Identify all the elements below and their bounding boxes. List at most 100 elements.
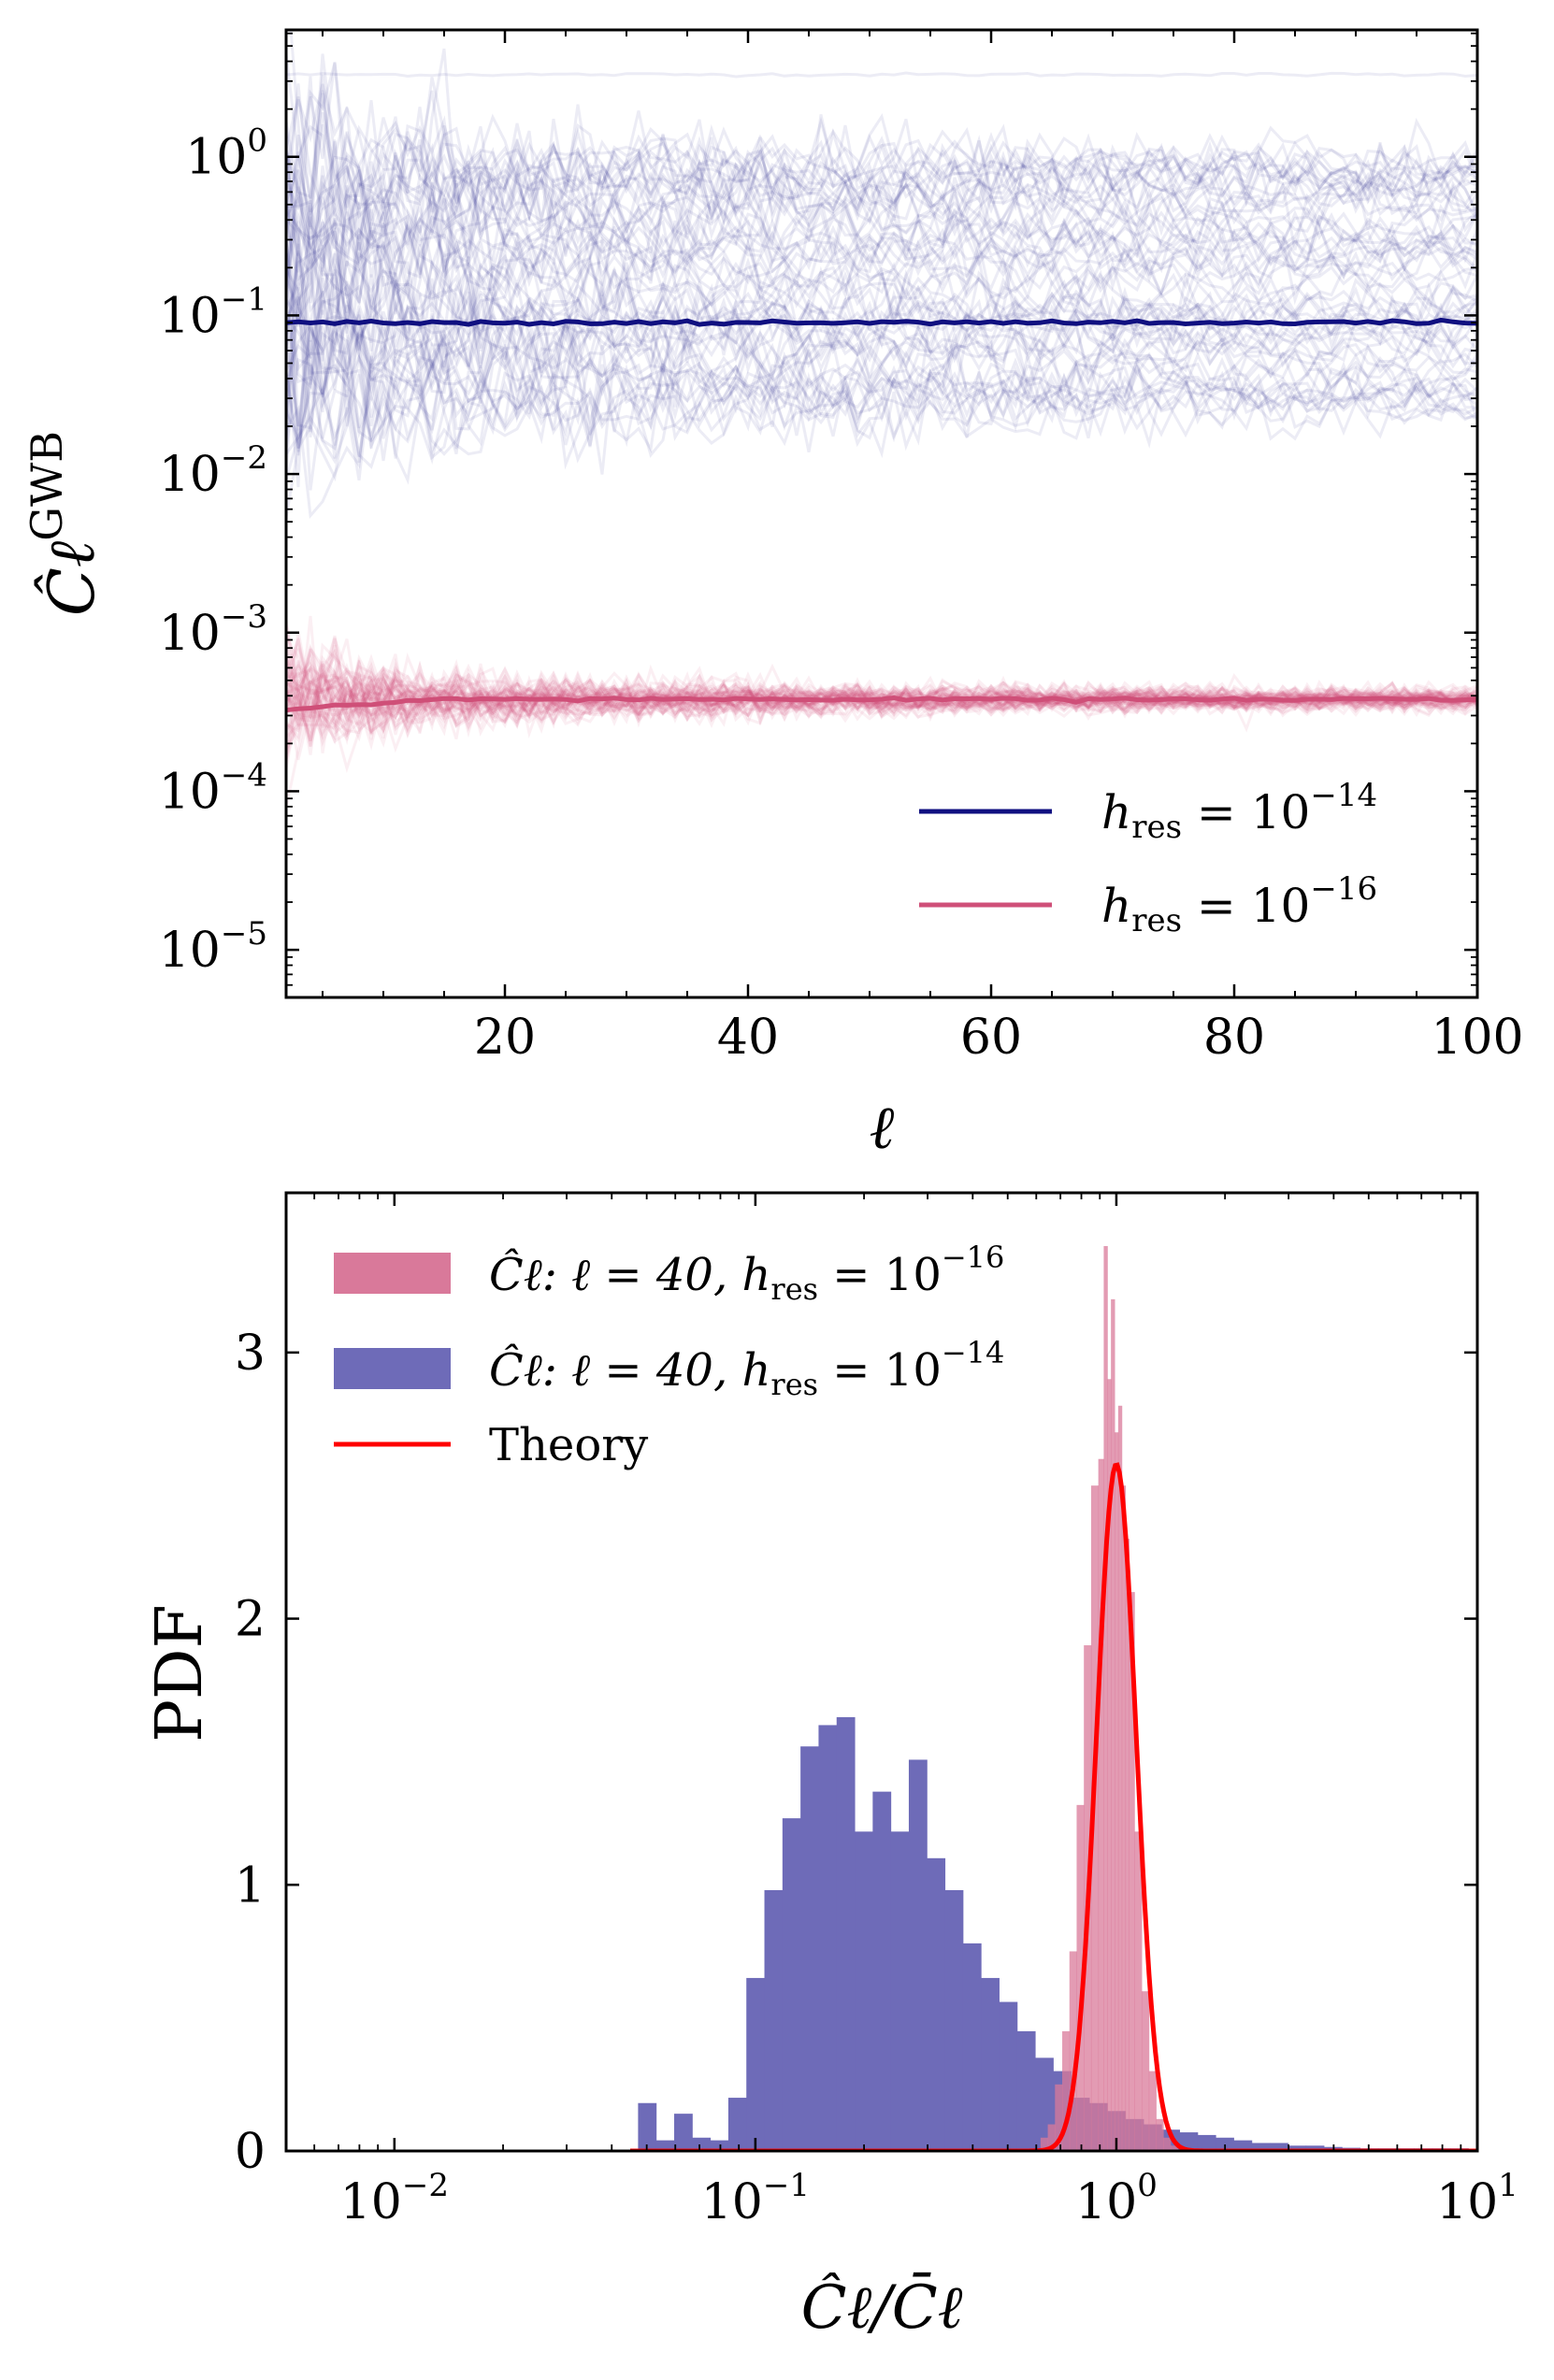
pink-histogram-bar [1115,1432,1119,2151]
theory-line [630,1462,1477,2151]
pink-realization [286,640,1477,723]
bottom-y-tick-label: 3 [235,1326,266,1382]
pink-histogram-bar [1047,2124,1056,2151]
blue-realization [286,296,1477,475]
blue-histogram-bar [872,1791,892,2151]
mean-lines [286,317,1477,713]
blue-histogram-bar [674,2114,693,2151]
pink-histogram-bar [1069,1951,1077,2151]
pink-realization [286,656,1477,730]
pink-histogram-bar [1040,2137,1049,2151]
pink-histogram-bar [1163,2137,1172,2151]
top-y-tick-label: 10−3 [159,598,267,662]
blue-realization [286,299,1477,450]
pink-realization-lines [286,615,1477,809]
blue-realization [286,96,1477,251]
blue-realization [286,182,1477,324]
bottom-x-tick-label: 101 [1436,2167,1518,2230]
pink-histogram-bar [1170,2145,1179,2151]
blue-realization [286,219,1477,366]
blue-realization [286,114,1477,241]
pink-realization [286,638,1477,742]
bottom-y-tick-label: 1 [235,1857,266,1914]
pink-realization [286,665,1477,722]
blue-realization [286,182,1477,284]
blue-realization [286,48,1477,269]
blue-histogram-bar [927,1857,946,2151]
pink-realization [286,635,1477,732]
pink-histogram-bar [1055,2084,1063,2151]
blue-histogram-bar [1179,2132,1199,2151]
blue-histogram-bar [655,2140,675,2151]
bottom-x-axis-label: Ĉℓ/C̄ℓ [801,2272,963,2343]
blue-histogram-bar [1233,2140,1253,2151]
pink-realization [286,637,1477,762]
pink-histogram-bar [1141,1991,1150,2151]
blue-realization [286,360,1477,453]
blue-realization [286,269,1477,380]
blue-histogram-bar [818,1725,838,2151]
blue-realization [286,206,1477,351]
blue-histogram-bar [962,1943,982,2151]
blue-histogram-bar [1305,2145,1325,2151]
top-x-tick-label: 40 [717,1010,779,1066]
blue-histogram-bars [638,1716,1469,2151]
bottom-panel: 10−2 10−1 100 101 0 1 2 3 Ĉℓ/C̄ℓ PDF Ĉℓ: ℓ = 4… [143,1191,1518,2343]
svg-text:ĈℓGWB: ĈℓGWB [22,431,109,616]
blue-histogram-bar [764,1889,784,2151]
top-x-tick-label: 100 [1431,1010,1523,1066]
mean-line-hres-16 [286,695,1477,713]
legend-label-hres-16: hres = 10−16 [1101,870,1377,939]
blue-realization [286,194,1477,336]
pink-realization [286,643,1477,741]
top-y-tick-label: 100 [185,122,267,186]
pink-realization [286,673,1477,753]
blue-realization [286,63,1477,256]
blue-histogram-bar [999,2001,1018,2151]
blue-realization [286,287,1477,491]
blue-histogram-bar [800,1746,819,2151]
blue-realization [286,151,1477,277]
blue-realization [286,200,1477,488]
top-plot-frame [284,28,1479,999]
blue-histogram-bar [855,1831,873,2151]
blue-realization [286,150,1477,309]
blue-histogram-bar [836,1716,856,2151]
blue-realization [286,111,1477,287]
blue-realization [286,291,1477,437]
blue-realization [286,173,1477,309]
blue-realization [286,320,1477,418]
blue-realization [286,291,1477,430]
pink-realization [286,670,1477,736]
blue-histogram-bar [692,2137,712,2151]
pink-realization [286,615,1477,754]
blue-realization [286,219,1477,339]
blue-realization [286,165,1477,323]
blue-realization [286,83,1477,215]
top-x-tick-label: 20 [474,1010,536,1066]
legend-swatch-pink [334,1253,451,1294]
top-y-tick-label: 10−2 [159,439,267,503]
blue-realization [286,334,1477,518]
blue-realization [286,330,1477,485]
top-x-tick-label: 60 [960,1010,1022,1066]
blue-realization-lines [286,30,1477,520]
blue-realization [286,62,1477,209]
pink-histogram-bars [1040,1245,1179,2151]
top-x-ticks: 20 40 60 80 100 [322,30,1524,1066]
blue-histogram-bar [1216,2137,1234,2151]
pink-realization [286,658,1477,738]
top-y-axis-label: ĈℓGWB [22,431,109,616]
blue-realization [286,53,1477,274]
blue-realization [286,75,1477,237]
blue-realization [286,307,1477,439]
top-x-axis-label: ℓ [870,1094,895,1163]
blue-realization [286,93,1477,217]
pink-realization [286,620,1477,735]
legend-swatch-blue [334,1348,451,1389]
pink-histogram-bar [1117,1405,1123,2151]
pink-realization [286,638,1477,735]
bottom-y-tick-label: 2 [235,1592,266,1648]
blue-realization [286,139,1477,289]
blue-histogram-bar [1016,2030,1036,2151]
